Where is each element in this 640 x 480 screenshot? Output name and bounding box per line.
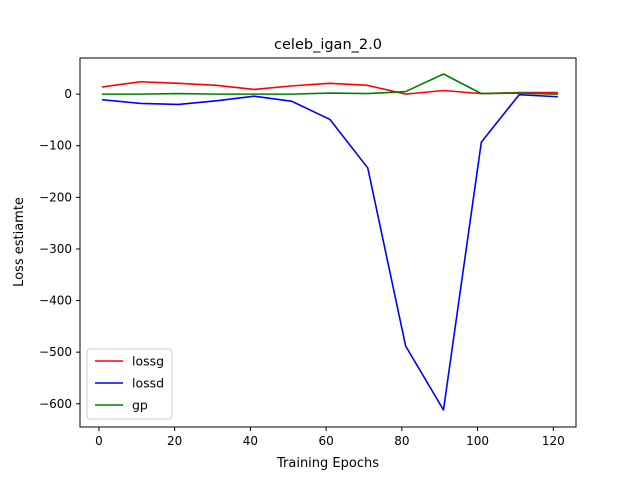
legend-label-gp: gp [132,398,148,413]
x-tick-label: 40 [243,434,258,448]
legend-label-lossg: lossg [132,354,164,369]
chart-title: celeb_igan_2.0 [274,37,382,53]
x-axis-ticks: 0 20 40 60 80 100 120 [95,427,565,448]
x-tick-label: 120 [542,434,565,448]
legend-items: lossg lossd gp [95,354,164,413]
x-tick-label: 100 [466,434,489,448]
plot-frame [79,57,577,428]
y-axis-label: Loss estiamte [12,197,27,287]
legend: lossg lossd gp [86,348,173,420]
series-line-gp [101,73,558,95]
y-tick-label: −600 [39,397,72,411]
series-line-lossd [101,93,558,411]
x-axis-label: Training Epochs [276,456,379,471]
y-tick-label: −100 [39,139,72,153]
legend-label-lossd: lossd [132,376,164,391]
x-tick-label: 80 [394,434,409,448]
plot-lines [101,73,558,411]
y-tick-label: −500 [39,345,72,359]
x-tick-label: 20 [167,434,182,448]
y-axis-ticks: 0 −100 −200 −300 −400 −500 −600 [39,87,80,411]
y-tick-label: −400 [39,294,72,308]
x-tick-label: 0 [95,434,103,448]
x-tick-label: 60 [318,434,333,448]
y-tick-label: −200 [39,190,72,204]
y-tick-label: −300 [39,242,72,256]
y-tick-label: 0 [64,87,72,101]
legend-box [86,348,173,420]
